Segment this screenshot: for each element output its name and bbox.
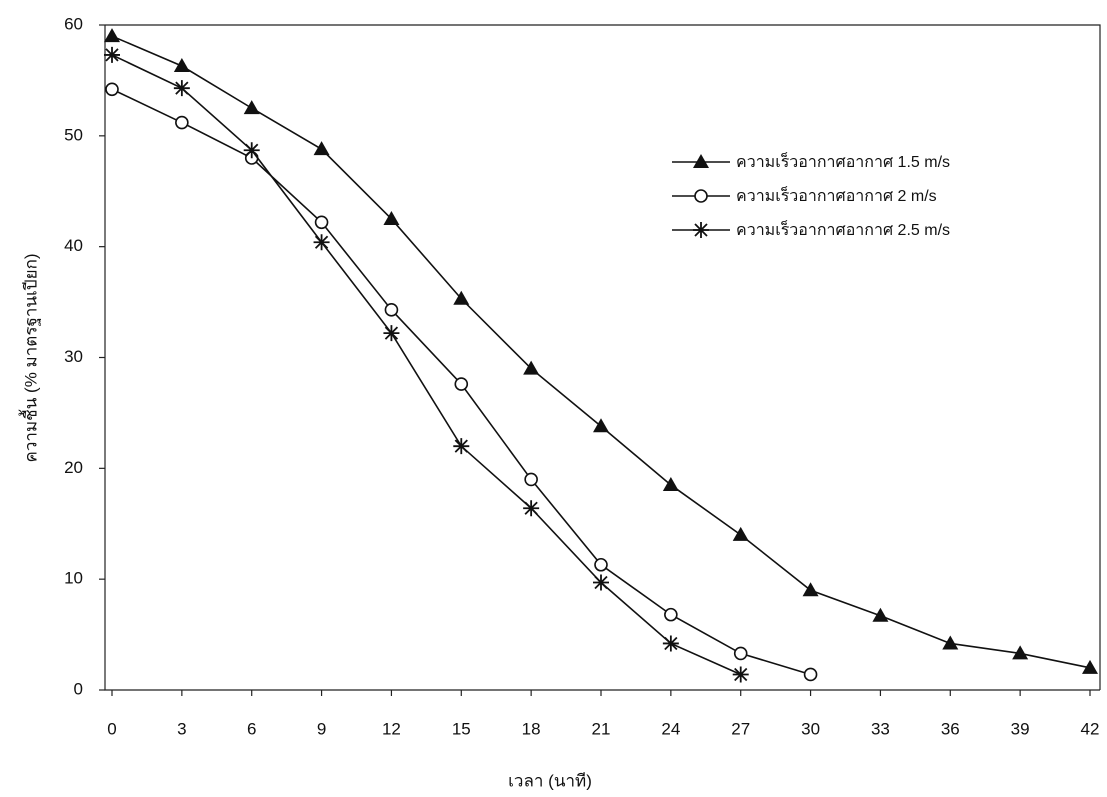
x-tick-label: 30 [801,719,820,738]
y-tick-label: 50 [64,125,83,144]
chart: เวลา (นาที) ความชื้น (% มาตรฐานเปียก) 0 1… [0,0,1107,797]
marker [593,574,609,590]
marker [244,142,260,158]
x-tick-label: 18 [522,719,541,738]
page: {"chart_data": {"type": "line", "x_label… [0,0,1107,797]
marker [872,608,888,622]
x-tick-label: 0 [107,719,116,738]
marker [314,141,330,155]
marker [803,582,819,596]
x-axis-label: เวลา (นาที) [508,771,592,790]
marker [383,325,399,341]
marker [316,216,328,228]
y-tick-label: 30 [64,347,83,366]
marker [176,117,188,129]
marker [593,418,609,432]
marker [174,80,190,96]
marker [523,500,539,516]
marker [174,58,190,72]
marker [525,473,537,485]
marker [244,100,260,114]
x-tick-label: 27 [731,719,750,738]
legend-marker [693,222,709,238]
x-tick-label: 36 [941,719,960,738]
x-tick-label: 9 [317,719,326,738]
y-tick-label: 20 [64,458,83,477]
marker [665,609,677,621]
x-tick-label: 21 [592,719,611,738]
plot-frame [105,25,1100,690]
series [104,47,749,683]
marker [455,378,467,390]
x-tick-label: 12 [382,719,401,738]
y-tick-label: 60 [64,14,83,33]
marker [385,304,397,316]
marker [663,635,679,651]
marker [104,28,120,42]
marker [733,666,749,682]
x-tick-label: 33 [871,719,890,738]
x-tick-label: 42 [1081,719,1100,738]
series [106,83,817,680]
x-tick-label: 15 [452,719,471,738]
legend-label: ความเร็วอากาศอากาศ 2 m/s [736,185,937,205]
marker [733,527,749,541]
series-line [112,55,741,675]
x-tick-label: 6 [247,719,256,738]
marker [663,477,679,491]
legend-label: ความเร็วอากาศอากาศ 1.5 m/s [736,151,950,171]
legend: ความเร็วอากาศอากาศ 1.5 m/s ความเร็วอากาศอ… [672,151,950,239]
legend-marker [693,154,709,168]
legend-marker [695,190,707,202]
x-tick-label: 3 [177,719,186,738]
marker [314,234,330,250]
x-tick-label: 24 [661,719,680,738]
marker [735,647,747,659]
legend-label: ความเร็วอากาศอากาศ 2.5 m/s [736,219,950,239]
x-tick-label: 39 [1011,719,1030,738]
marker [805,668,817,680]
marker [595,559,607,571]
y-tick-label: 10 [64,569,83,588]
marker [453,438,469,454]
series-line [112,36,1090,668]
y-tick-label: 0 [74,679,83,698]
marker [942,635,958,649]
marker [106,83,118,95]
y-axis-label: ความชื้น (% มาตรฐานเปียก) [18,253,41,462]
marker [104,47,120,63]
y-tick-label: 40 [64,236,83,255]
